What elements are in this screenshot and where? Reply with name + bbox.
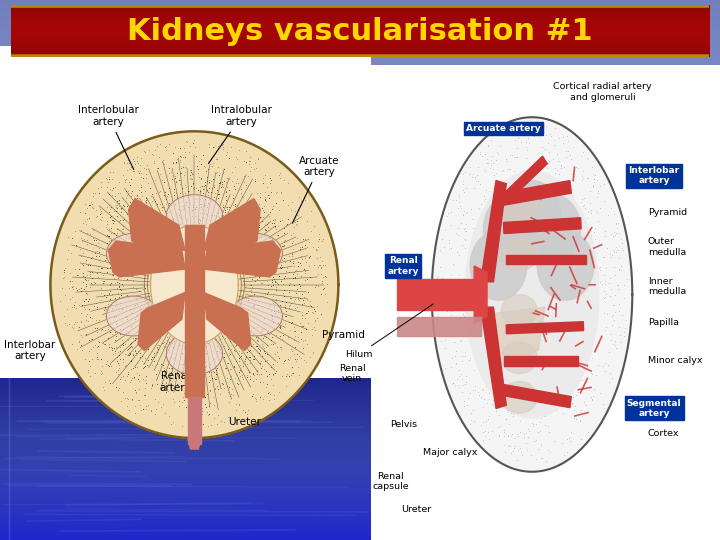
Text: Cortical radial artery
and glomeruli: Cortical radial artery and glomeruli: [554, 82, 652, 102]
Polygon shape: [481, 307, 506, 408]
Text: Arcuate artery: Arcuate artery: [467, 124, 541, 133]
Polygon shape: [501, 382, 537, 413]
Text: Renal
artery: Renal artery: [160, 371, 192, 393]
Polygon shape: [501, 156, 547, 203]
Polygon shape: [204, 199, 260, 250]
Polygon shape: [397, 279, 481, 310]
Text: Interlobar
artery: Interlobar artery: [629, 166, 680, 185]
Text: Renal
artery: Renal artery: [387, 256, 419, 276]
Text: Kidneys vascularisation #1: Kidneys vascularisation #1: [127, 17, 593, 45]
Polygon shape: [107, 233, 160, 273]
Polygon shape: [188, 397, 201, 444]
Polygon shape: [470, 231, 527, 300]
Text: Intralobular
artery: Intralobular artery: [209, 105, 271, 164]
Text: Pyramid: Pyramid: [648, 208, 687, 217]
Polygon shape: [138, 293, 185, 350]
Polygon shape: [501, 294, 537, 326]
Polygon shape: [524, 194, 580, 264]
Polygon shape: [501, 192, 537, 223]
Bar: [0, 46, 371, 494]
Text: Ureter: Ureter: [228, 417, 261, 428]
Polygon shape: [204, 293, 251, 350]
Polygon shape: [188, 438, 201, 449]
Polygon shape: [537, 231, 594, 300]
Polygon shape: [229, 296, 282, 336]
Polygon shape: [504, 180, 560, 250]
Text: Interlobar
artery: Interlobar artery: [4, 340, 55, 361]
Polygon shape: [474, 307, 545, 361]
Polygon shape: [481, 180, 506, 282]
Text: Outer
medulla: Outer medulla: [648, 237, 686, 256]
Polygon shape: [501, 239, 537, 271]
Polygon shape: [499, 180, 572, 206]
Polygon shape: [166, 333, 222, 375]
Polygon shape: [150, 225, 238, 344]
Polygon shape: [506, 322, 584, 334]
Polygon shape: [499, 384, 571, 408]
Text: Segmental
artery: Segmental artery: [627, 399, 682, 418]
Text: Pyramid: Pyramid: [322, 330, 364, 340]
Text: Minor calyx: Minor calyx: [648, 356, 702, 366]
Text: Renal
capsule: Renal capsule: [372, 471, 409, 491]
Text: Interlobular
artery: Interlobular artery: [78, 105, 139, 170]
Polygon shape: [107, 296, 160, 336]
Text: Major calyx: Major calyx: [423, 448, 477, 457]
Text: Pelvis: Pelvis: [390, 420, 417, 429]
Polygon shape: [501, 342, 537, 374]
Polygon shape: [506, 255, 586, 265]
Text: Papilla: Papilla: [648, 319, 679, 327]
Polygon shape: [129, 199, 185, 250]
Polygon shape: [474, 266, 487, 323]
Polygon shape: [108, 241, 185, 277]
Polygon shape: [166, 195, 222, 237]
Text: Hilum: Hilum: [345, 304, 433, 359]
Polygon shape: [397, 316, 481, 336]
Text: Ureter: Ureter: [401, 505, 431, 514]
Text: Inner
medulla: Inner medulla: [648, 277, 686, 296]
Polygon shape: [204, 241, 281, 277]
Polygon shape: [484, 194, 540, 264]
Text: Renal
vein: Renal vein: [338, 364, 365, 383]
Polygon shape: [185, 225, 204, 397]
Text: Arcuate
artery: Arcuate artery: [292, 156, 340, 222]
Text: Cortex: Cortex: [648, 429, 679, 438]
Polygon shape: [504, 356, 578, 366]
Polygon shape: [503, 218, 581, 233]
Bar: [349, 65, 720, 540]
Polygon shape: [465, 171, 599, 418]
Polygon shape: [50, 131, 338, 438]
Polygon shape: [432, 117, 632, 472]
Polygon shape: [229, 233, 282, 273]
